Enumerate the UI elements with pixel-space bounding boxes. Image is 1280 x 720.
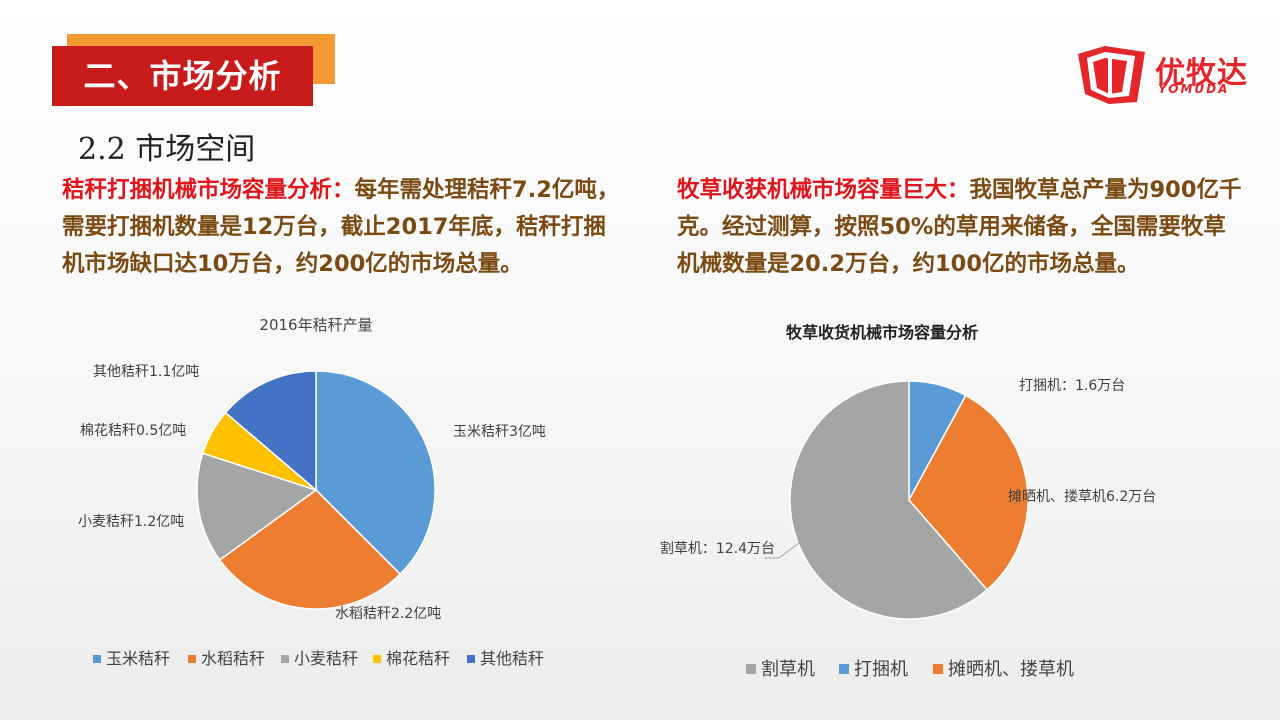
legend-swatch: [839, 664, 849, 674]
leader-line: [764, 542, 800, 559]
legend-swatch: [373, 655, 381, 663]
logo-subtext: YOMUDA: [1158, 82, 1230, 96]
legend-entry: 其他秸秆: [480, 649, 544, 668]
slice-data-label: 割草机：12.4万台: [660, 540, 775, 557]
pie-slice-3: [196, 452, 318, 561]
left-paragraph: 秸秆打捆机械市场容量分析：每年需处理秸秆7.2亿吨，需要打捆机数量是12万台，截…: [62, 172, 622, 283]
pie-slice-1: [315, 370, 436, 576]
pie-slice-5: [224, 370, 317, 492]
slice-data-label: 棉花秸秆0.5亿吨: [80, 422, 186, 439]
left-paragraph-body: 每年需处理秸秆7.2亿吨，需要打捆机数量是12万台，截止2017年底，秸秆打捆机…: [62, 177, 620, 277]
legend-swatch: [746, 664, 756, 674]
legend-entry: 小麦秸秆: [294, 649, 358, 668]
logo-icon: [1078, 46, 1145, 104]
legend-entry: 打捆机: [854, 659, 908, 680]
legend-entry: 割草机: [761, 659, 815, 680]
section-title: 二、市场分析: [52, 46, 313, 106]
slice-data-label: 水稻秸秆2.2亿吨: [335, 606, 441, 622]
slice-data-label: 摊晒机、搂草机6.2万台: [1008, 489, 1156, 505]
pie-slice-2: [908, 394, 1029, 591]
pie-slice-2: [218, 489, 402, 610]
legend-swatch: [467, 655, 475, 663]
page-subtitle: 2.2 市场空间: [78, 132, 256, 167]
legend-swatch: [93, 655, 101, 663]
legend-entry: 棉花秸秆: [386, 649, 450, 668]
right-paragraph-highlight: 牧草收获机械市场容量巨大：: [677, 177, 970, 203]
slice-data-label: 打捆机：1.6万台: [1019, 377, 1125, 394]
legend-swatch: [188, 655, 196, 663]
legend-entry: 摊晒机、搂草机: [948, 659, 1074, 680]
legend-swatch: [281, 655, 289, 663]
chart2-title: 牧草收货机械市场容量分析: [786, 323, 978, 342]
logo-name: 优牧达: [1155, 56, 1248, 91]
chart1-title: 2016年秸秆产量: [259, 316, 372, 334]
slice-data-label: 小麦秸秆1.2亿吨: [78, 514, 184, 530]
left-paragraph-highlight: 秸秆打捆机械市场容量分析：: [62, 177, 355, 203]
legend-entry: 水稻秸秆: [201, 649, 265, 668]
forage-machinery-pie-chart: 牧草收货机械市场容量分析 打捆机：1.6万台摊晒机、搂草机6.2万台割草机：12…: [660, 323, 1156, 680]
pie-slice-3: [789, 380, 989, 620]
legend-entry: 玉米秸秆: [106, 649, 170, 668]
legend-swatch: [933, 664, 943, 674]
right-paragraph-body: 我国牧草总产量为900亿千克。经过测算，按照50%的草用来储备，全国需要牧草机械…: [677, 177, 1242, 277]
right-paragraph: 牧草收获机械市场容量巨大：我国牧草总产量为900亿千克。经过测算，按照50%的草…: [677, 172, 1247, 283]
slice-data-label: 玉米秸秆3亿吨: [453, 424, 546, 440]
slice-data-label: 其他秸秆1.1亿吨: [93, 364, 199, 380]
